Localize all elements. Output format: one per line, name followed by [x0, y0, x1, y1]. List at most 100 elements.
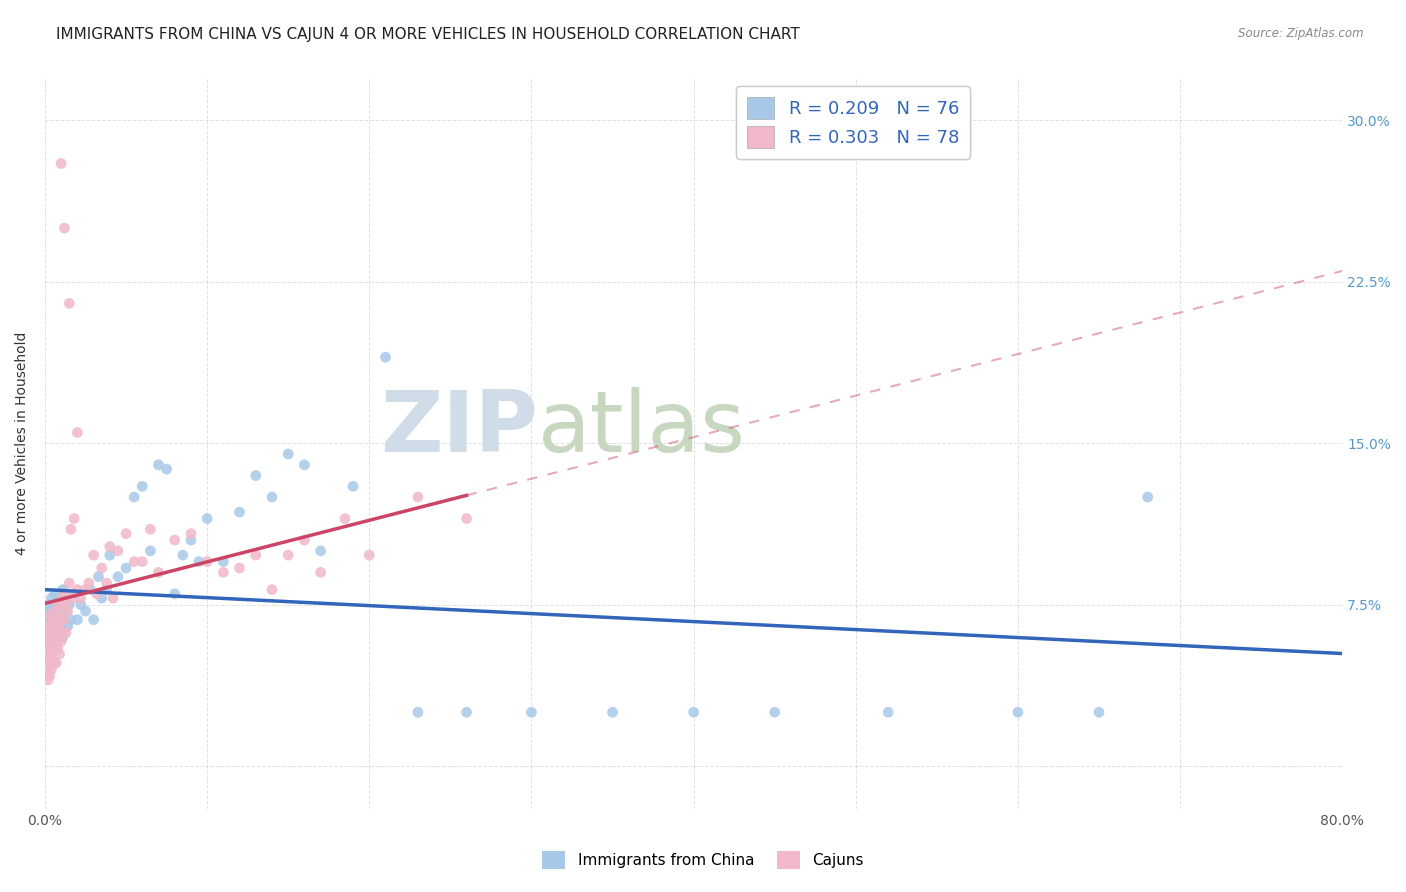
Point [90, 591, 112, 606]
Point [41, 640, 63, 655]
Point [52, 630, 75, 644]
Point [75, 604, 97, 618]
Point [45, 625, 67, 640]
Point [172, 548, 194, 562]
Point [245, 468, 267, 483]
Point [228, 561, 250, 575]
Point [48, 608, 70, 623]
Point [163, 533, 186, 547]
Point [59, 522, 82, 536]
Point [46, 640, 69, 655]
Point [51, 613, 73, 627]
Text: ZIP: ZIP [380, 387, 538, 470]
Point [87, 569, 110, 583]
Point [51, 619, 73, 633]
Point [56, 619, 79, 633]
Point [86, 587, 108, 601]
Point [260, 582, 283, 597]
Point [195, 511, 218, 525]
Point [212, 566, 235, 580]
Point [44, 634, 66, 648]
Point [48, 625, 70, 640]
Point [51, 608, 73, 623]
Point [53, 613, 76, 627]
Point [35, 619, 58, 633]
Point [294, 533, 316, 547]
Point [55, 598, 77, 612]
Point [122, 555, 145, 569]
Point [44, 640, 66, 655]
Point [148, 458, 170, 472]
Point [309, 566, 332, 580]
Point [53, 587, 76, 601]
Point [52, 582, 75, 597]
Point [456, 705, 478, 719]
Point [37, 630, 59, 644]
Point [245, 548, 267, 562]
Point [602, 705, 624, 719]
Point [45, 634, 67, 648]
Point [155, 462, 177, 476]
Point [44, 604, 66, 618]
Point [45, 656, 67, 670]
Text: IMMIGRANTS FROM CHINA VS CAJUN 4 OR MORE VEHICLES IN HOUSEHOLD CORRELATION CHART: IMMIGRANTS FROM CHINA VS CAJUN 4 OR MORE… [56, 27, 800, 42]
Point [51, 598, 73, 612]
Point [53, 613, 76, 627]
Point [83, 548, 105, 562]
Point [77, 576, 100, 591]
Point [107, 569, 129, 583]
Y-axis label: 4 or more Vehicles in Household: 4 or more Vehicles in Household [15, 332, 30, 555]
Point [37, 640, 59, 655]
Point [309, 544, 332, 558]
Point [42, 613, 65, 627]
Point [56, 604, 79, 618]
Point [359, 548, 381, 562]
Point [41, 630, 63, 644]
Point [195, 555, 218, 569]
Point [53, 221, 76, 235]
Point [63, 511, 86, 525]
Point [51, 634, 73, 648]
Point [260, 490, 283, 504]
Point [45, 613, 67, 627]
Point [520, 705, 543, 719]
Text: atlas: atlas [538, 387, 747, 470]
Point [38, 613, 60, 627]
Point [456, 511, 478, 525]
Point [682, 705, 704, 719]
Point [35, 634, 58, 648]
Point [46, 619, 69, 633]
Point [101, 591, 124, 606]
Point [41, 662, 63, 676]
Point [38, 651, 60, 665]
Point [48, 647, 70, 661]
Point [79, 582, 101, 597]
Point [148, 566, 170, 580]
Point [58, 598, 80, 612]
Point [374, 350, 396, 364]
Point [45, 625, 67, 640]
Point [763, 705, 786, 719]
Point [90, 561, 112, 575]
Point [41, 647, 63, 661]
Point [38, 625, 60, 640]
Point [115, 561, 138, 575]
Point [42, 625, 65, 640]
Point [96, 582, 118, 597]
Point [180, 526, 202, 541]
Legend: R = 0.209   N = 76, R = 0.303   N = 78: R = 0.209 N = 76, R = 0.303 N = 78 [737, 87, 970, 159]
Point [1136, 490, 1159, 504]
Point [877, 705, 900, 719]
Point [131, 479, 153, 493]
Point [83, 613, 105, 627]
Point [139, 544, 162, 558]
Point [38, 604, 60, 618]
Point [37, 640, 59, 655]
Point [42, 619, 65, 633]
Point [41, 591, 63, 606]
Point [42, 640, 65, 655]
Point [35, 630, 58, 644]
Point [55, 625, 77, 640]
Point [38, 634, 60, 648]
Point [1007, 705, 1029, 719]
